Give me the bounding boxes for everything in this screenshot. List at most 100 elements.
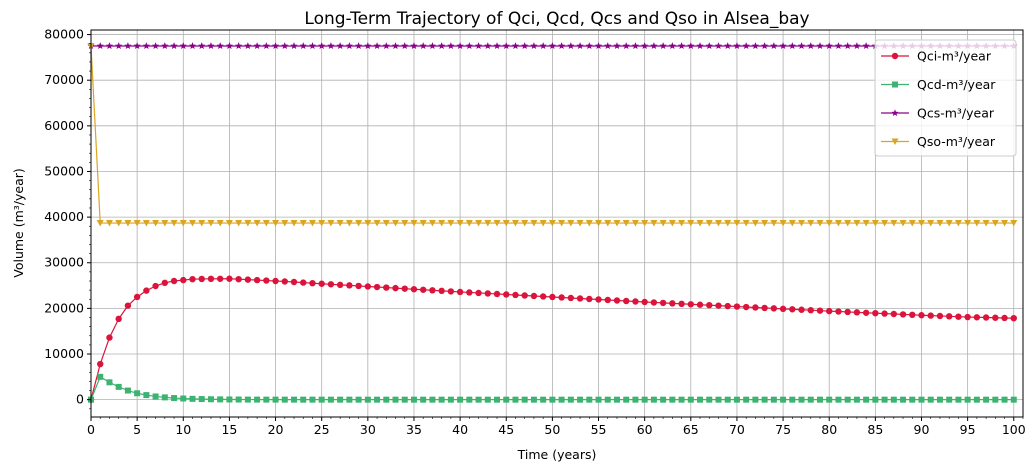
data-point: [392, 396, 399, 403]
data-point: [724, 42, 732, 50]
data-point: [946, 396, 953, 403]
data-point: [604, 42, 612, 50]
data-point: [742, 42, 750, 50]
data-point: [447, 288, 455, 295]
data-point: [595, 220, 603, 227]
data-point: [696, 42, 704, 50]
data-point: [549, 293, 556, 301]
data-point: [853, 396, 860, 403]
data-point: [410, 286, 418, 293]
data-point: [991, 220, 999, 227]
legend-box: [874, 39, 1017, 157]
data-point: [438, 42, 446, 50]
data-point: [364, 220, 372, 227]
data-point: [1001, 396, 1008, 403]
data-point: [586, 295, 593, 303]
data-point: [401, 396, 408, 403]
data-point: [262, 220, 270, 227]
data-point: [696, 301, 704, 308]
data-point: [383, 396, 390, 403]
data-point: [899, 311, 907, 318]
data-point: [539, 220, 547, 227]
data-point: [235, 220, 243, 227]
data-point: [595, 396, 602, 403]
legend-marker: [891, 52, 899, 60]
data-point: [668, 220, 676, 227]
data-point: [659, 299, 667, 307]
data-point: [973, 314, 981, 321]
x-tick-label: 40: [452, 422, 468, 437]
data-point: [586, 396, 593, 403]
data-point: [466, 289, 473, 296]
data-point: [697, 396, 704, 403]
data-point: [502, 42, 510, 50]
data-point: [622, 220, 630, 227]
data-point: [733, 220, 741, 227]
x-tick-label: 50: [544, 422, 560, 437]
data-point: [826, 307, 833, 315]
data-point: [761, 396, 768, 403]
data-point: [604, 296, 611, 304]
data-point: [383, 284, 390, 291]
data-point: [521, 42, 529, 50]
data-point: [105, 42, 114, 50]
data-point: [1010, 314, 1017, 322]
data-point: [456, 288, 464, 296]
data-point: [207, 396, 214, 403]
data-point: [438, 396, 445, 403]
data-point: [631, 220, 639, 227]
data-point: [706, 396, 713, 403]
data-point: [474, 42, 483, 50]
data-point: [623, 297, 630, 305]
data-point: [678, 396, 685, 403]
data-point: [180, 276, 187, 284]
data-point: [733, 396, 740, 403]
data-point: [1001, 314, 1008, 322]
data-point: [170, 277, 178, 285]
data-point: [834, 42, 843, 50]
data-point: [161, 279, 169, 287]
legend-item: Qcs-m³/year: [881, 106, 995, 121]
x-tick-label: 60: [637, 422, 653, 437]
data-point: [825, 42, 833, 50]
data-point: [945, 313, 953, 320]
data-point: [724, 220, 732, 227]
data-point: [189, 395, 196, 402]
data-point: [872, 309, 879, 317]
y-tick-label: 40000: [44, 209, 84, 224]
x-tick-label: 45: [498, 422, 514, 437]
x-tick-label: 25: [314, 422, 330, 437]
data-point: [318, 280, 325, 287]
data-point: [613, 42, 621, 50]
data-point: [142, 220, 150, 227]
data-point: [115, 42, 123, 50]
data-point: [290, 42, 298, 50]
data-point: [346, 396, 353, 403]
data-point: [677, 42, 686, 50]
data-point: [152, 220, 160, 227]
legend-marker: [891, 138, 899, 145]
data-point: [872, 396, 879, 403]
data-point: [133, 220, 141, 227]
legend-label: Qci-m³/year: [917, 49, 992, 64]
data-point: [558, 42, 566, 50]
data-point: [502, 220, 510, 227]
data-point: [770, 396, 777, 403]
data-point: [918, 396, 925, 403]
data-point: [354, 42, 363, 50]
data-point: [780, 396, 787, 403]
data-point: [797, 42, 806, 50]
data-point: [558, 396, 565, 403]
data-point: [954, 220, 962, 227]
data-point: [300, 279, 307, 286]
data-point: [789, 306, 796, 313]
x-tick-label: 75: [775, 422, 791, 437]
data-point: [798, 396, 805, 403]
data-point: [761, 42, 769, 50]
data-point: [346, 282, 353, 289]
data-point: [567, 220, 575, 227]
data-point: [567, 294, 575, 302]
data-point: [364, 283, 372, 290]
data-point: [540, 396, 547, 403]
